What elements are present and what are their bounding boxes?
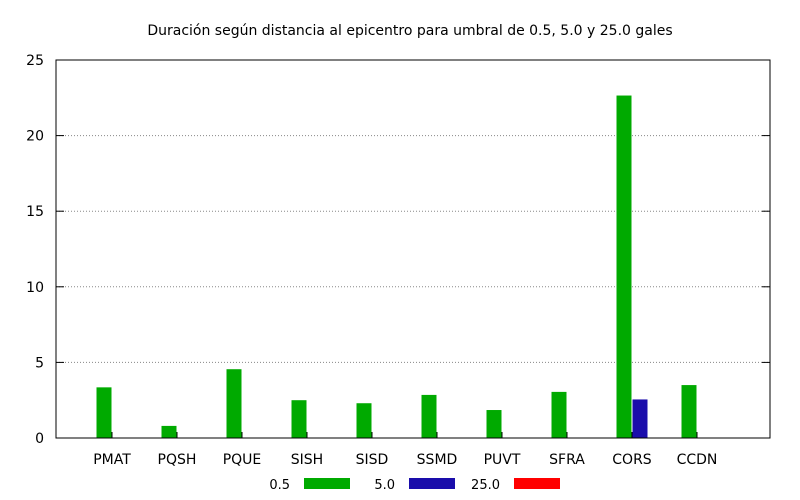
x-tick-label: CCDN [677,452,718,468]
bar-0.5-SFRA [551,391,567,438]
x-tick-label: PQSH [158,452,197,468]
bar-5.0-CORS [632,399,648,438]
bar-0.5-SSMD [421,394,437,438]
bar-0.5-PUVT [486,410,502,438]
plot-frame [55,59,771,439]
legend-swatch [514,478,560,489]
chart-title: Duración según distancia al epicentro pa… [147,23,672,39]
y-axis: 0 5 10 15 20 25 [26,53,770,447]
x-tick-label: SISH [291,452,323,468]
legend-label: 5.0 [374,478,395,493]
bar-0.5-PMAT [96,387,112,438]
y-tick-label: 15 [26,204,44,220]
bar-0.5-CORS [616,95,632,439]
y-tick-label: 25 [26,53,44,69]
bar-0.5-SISH [291,400,307,438]
grid-lines [56,135,770,363]
legend: 0.5 5.0 25.0 [269,478,560,493]
x-tick-label: PMAT [93,452,131,468]
x-tick-label: SFRA [549,452,585,468]
y-tick-label: 5 [35,355,44,371]
x-tick-label: CORS [612,452,652,468]
y-tick-label: 0 [35,431,44,447]
legend-label: 25.0 [471,478,500,493]
bar-0.5-SISD [356,403,372,438]
legend-swatch [304,478,350,489]
x-tick-label: SISD [356,452,389,468]
x-axis: PMAT PQSH PQUE SISH SISD SSMD PUVT SFRA CORS CCDN [93,432,717,468]
bar-0.5-PQSH [161,425,177,438]
x-tick-label: PUVT [484,452,521,468]
y-tick-label: 20 [26,129,44,145]
bars [96,95,697,439]
x-tick-label: PQUE [223,452,262,468]
legend-label: 0.5 [269,478,290,493]
y-tick-label: 10 [26,280,44,296]
legend-swatch [409,478,455,489]
bar-0.5-PQUE [226,369,242,438]
bar-0.5-CCDN [681,385,697,438]
x-tick-label: SSMD [417,452,458,468]
